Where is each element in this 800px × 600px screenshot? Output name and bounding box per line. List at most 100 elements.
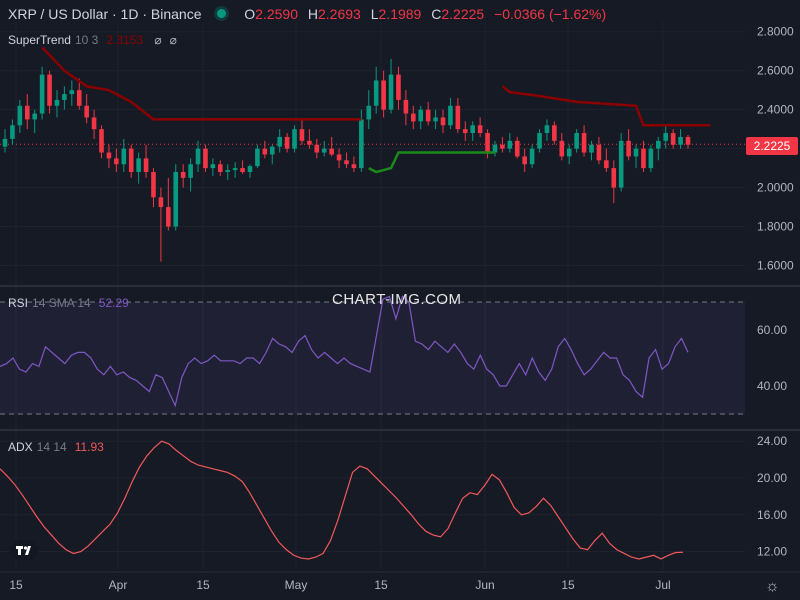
candle-body xyxy=(76,90,82,106)
supertrend-value: 2.3153 xyxy=(106,33,143,47)
supertrend-params: 10 3 xyxy=(74,33,99,47)
adx-y-tick-label: 24.00 xyxy=(757,434,787,448)
market-status-icon xyxy=(217,9,227,18)
candle-body xyxy=(247,166,253,173)
rsi-name: RSI xyxy=(8,296,29,310)
adx-series xyxy=(0,440,684,560)
x-tick-label: 15 xyxy=(9,578,23,592)
candle-body xyxy=(566,148,572,157)
candle-body xyxy=(500,144,505,149)
candle-body xyxy=(522,156,527,165)
x-tick-label: 15 xyxy=(561,578,575,592)
candle-body xyxy=(589,144,594,153)
rsi-y-tick-label: 60.00 xyxy=(757,323,787,337)
candle-body xyxy=(411,113,416,122)
eye-off-icon[interactable]: ⌀ xyxy=(154,33,162,47)
y-tick-label: 2.8000 xyxy=(757,25,794,39)
symbol-title[interactable]: XRP / US Dollar · 1D · Binance xyxy=(8,6,202,22)
candle-body xyxy=(143,158,149,173)
candle-body xyxy=(173,172,179,227)
x-tick-label: May xyxy=(285,578,308,592)
candle-body xyxy=(307,140,312,145)
y-tick-label: 1.6000 xyxy=(757,259,794,273)
candle-body xyxy=(425,109,431,122)
supertrend-legend[interactable]: SuperTrend 10 3 2.3153 ⌀ ⌀ xyxy=(8,33,177,47)
x-tick-label: Apr xyxy=(109,578,128,592)
candle-body xyxy=(121,148,127,165)
candle-body xyxy=(418,109,424,122)
adx-name: ADX xyxy=(8,440,33,454)
open-label: O xyxy=(244,6,256,22)
candle-body xyxy=(158,197,164,208)
settings-gear-icon[interactable]: ☼ xyxy=(765,578,780,595)
open-value: 2.2590 xyxy=(255,6,298,22)
adx-legend[interactable]: ADX 14 14 11.93 xyxy=(8,440,104,454)
candle-body xyxy=(32,113,37,120)
candle-body xyxy=(69,90,75,95)
eye-off-icon[interactable]: ⌀ xyxy=(169,33,177,47)
candle-body xyxy=(299,129,305,141)
candle-body xyxy=(240,168,245,173)
candle-body xyxy=(217,164,223,173)
candle-body xyxy=(581,133,587,153)
candle-body xyxy=(39,74,45,114)
change-value: −0.0366 (−1.62%) xyxy=(494,6,607,22)
y-tick-label: 2.0000 xyxy=(757,181,794,195)
candle-body xyxy=(166,207,171,227)
x-tick-label: Jun xyxy=(475,578,494,592)
candlestick-series xyxy=(2,59,691,262)
candle-body xyxy=(477,125,483,134)
candle-body xyxy=(314,144,320,153)
candle-body xyxy=(351,164,357,169)
high-value: 2.2693 xyxy=(318,6,361,22)
candle-body xyxy=(180,172,186,178)
candle-body xyxy=(663,133,669,141)
candle-body xyxy=(99,129,104,153)
candle-body xyxy=(633,148,639,157)
candle-body xyxy=(2,138,8,147)
candle-body xyxy=(210,164,216,169)
candle-body xyxy=(656,140,661,149)
candle-body xyxy=(106,152,112,159)
last-price-label: 2.2225 xyxy=(746,137,798,155)
candle-body xyxy=(492,144,498,153)
candle-body xyxy=(685,136,691,145)
adx-params: 14 14 xyxy=(36,440,67,454)
candle-body xyxy=(128,148,134,173)
candle-body xyxy=(151,172,156,198)
candle-body xyxy=(336,154,342,161)
candle-body xyxy=(462,129,468,134)
candle-body xyxy=(225,170,231,173)
adx-y-tick-label: 20.00 xyxy=(757,471,787,485)
candle-body xyxy=(344,160,349,165)
watermark: CHART-IMG.COM xyxy=(332,291,462,308)
candle-body xyxy=(552,125,557,141)
candle-body xyxy=(136,158,141,173)
tradingview-logo-icon[interactable] xyxy=(10,540,38,560)
x-tick-label: 15 xyxy=(374,578,388,592)
candle-body xyxy=(455,105,461,130)
x-axis: 15 Apr 15 May 15 Jun 15 Jul xyxy=(9,578,670,592)
high-label: H xyxy=(307,6,318,22)
candle-body xyxy=(574,133,579,149)
low-value: 2.1989 xyxy=(378,6,422,22)
candle-body xyxy=(17,105,23,126)
candle-body xyxy=(203,148,208,169)
candle-body xyxy=(611,168,617,188)
candle-body xyxy=(396,74,401,100)
rsi-params: 14 SMA 14 xyxy=(32,296,91,310)
candle-body xyxy=(359,119,364,169)
candle-body xyxy=(648,148,654,169)
rsi-value: 52.29 xyxy=(98,296,129,310)
candle-body xyxy=(596,144,602,161)
candle-body xyxy=(284,136,290,149)
candle-body xyxy=(232,168,238,171)
candle-body xyxy=(678,136,683,145)
x-tick-label: Jul xyxy=(655,578,670,592)
candle-body xyxy=(403,99,409,114)
rsi-legend[interactable]: RSI 14 SMA 14 52.29 xyxy=(8,296,129,310)
candle-body xyxy=(559,140,565,157)
y-tick-label: 2.4000 xyxy=(757,103,794,117)
candle-body xyxy=(62,94,67,100)
candle-body xyxy=(10,125,15,139)
